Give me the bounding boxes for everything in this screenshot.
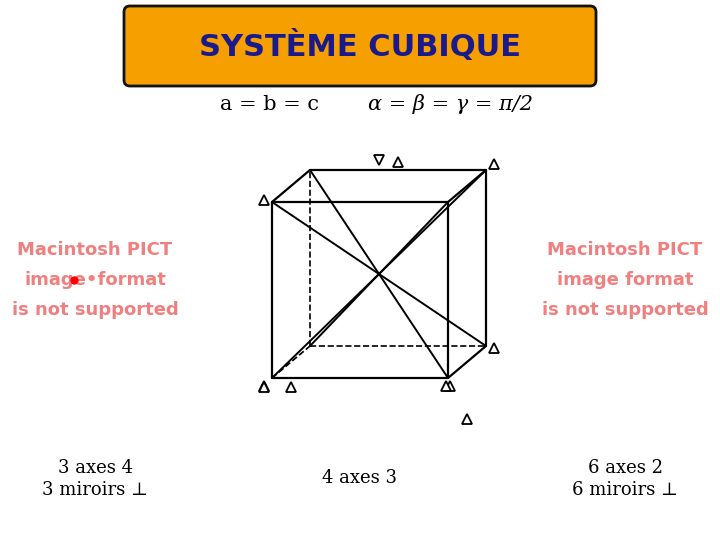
- FancyBboxPatch shape: [124, 6, 596, 86]
- Text: 3 miroirs ⊥: 3 miroirs ⊥: [42, 481, 148, 499]
- Text: a = b = c: a = b = c: [220, 94, 320, 113]
- Text: SYSTÈME CUBIQUE: SYSTÈME CUBIQUE: [199, 30, 521, 62]
- Text: 4 axes 3: 4 axes 3: [323, 469, 397, 487]
- Text: α = β = γ = π/2: α = β = γ = π/2: [367, 94, 533, 114]
- Text: 3 axes 4: 3 axes 4: [58, 459, 132, 477]
- Text: image format: image format: [557, 271, 693, 289]
- Text: Macintosh PICT: Macintosh PICT: [547, 241, 703, 259]
- Text: is not supported: is not supported: [12, 301, 179, 319]
- Text: Macintosh PICT: Macintosh PICT: [17, 241, 173, 259]
- Text: is not supported: is not supported: [541, 301, 708, 319]
- Text: 6 axes 2: 6 axes 2: [588, 459, 662, 477]
- Text: image•format: image•format: [24, 271, 166, 289]
- Text: 6 miroirs ⊥: 6 miroirs ⊥: [572, 481, 678, 499]
